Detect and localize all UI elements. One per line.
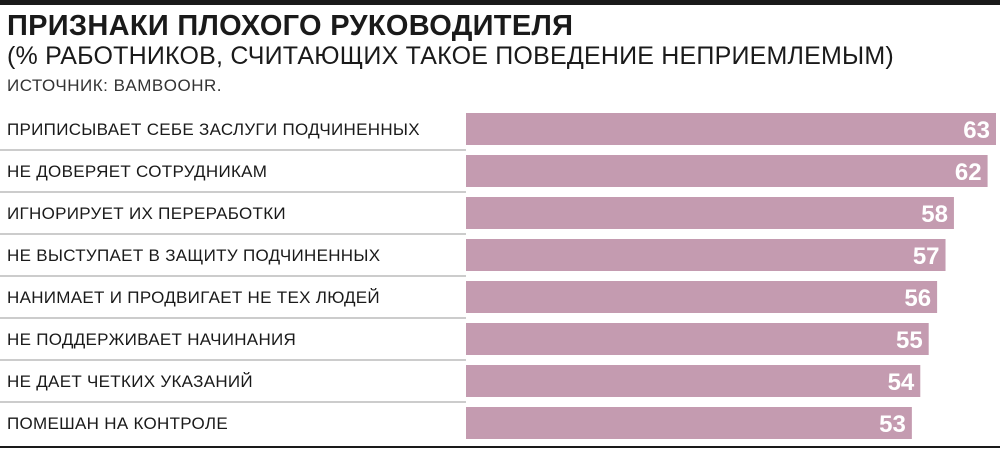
bar bbox=[466, 197, 954, 229]
bar-value-label: 63 bbox=[963, 117, 990, 144]
bar bbox=[466, 323, 929, 355]
bar bbox=[466, 365, 921, 397]
bar bbox=[466, 113, 996, 145]
chart-title: ПРИЗНАКИ ПЛОХОГО РУКОВОДИТЕЛЯ bbox=[7, 10, 574, 42]
top-rule bbox=[0, 0, 1000, 5]
bar-value-label: 57 bbox=[913, 243, 940, 270]
chart-source: ИСТОЧНИК: BAMBOOHR. bbox=[7, 76, 222, 95]
category-label: НЕ ВЫСТУПАЕТ В ЗАЩИТУ ПОДЧИНЕННЫХ bbox=[7, 246, 380, 265]
bar-value-label: 55 bbox=[896, 327, 923, 354]
category-label: ПРИПИСЫВАЕТ СЕБЕ ЗАСЛУГИ ПОДЧИНЕННЫХ bbox=[7, 120, 420, 139]
bar bbox=[466, 281, 938, 313]
bar-value-label: 54 bbox=[888, 369, 915, 396]
bar-value-label: 53 bbox=[879, 411, 906, 438]
bar bbox=[466, 407, 912, 439]
bottom-rule bbox=[0, 446, 1000, 448]
bar bbox=[466, 155, 988, 187]
category-label: НЕ ПОДДЕРЖИВАЕТ НАЧИНАНИЯ bbox=[7, 330, 296, 349]
chart-subtitle: (% РАБОТНИКОВ, СЧИТАЮЩИХ ТАКОЕ ПОВЕДЕНИЕ… bbox=[7, 42, 894, 70]
bar-value-label: 58 bbox=[921, 201, 948, 228]
category-label: НЕ ДАЕТ ЧЕТКИХ УКАЗАНИЙ bbox=[7, 372, 253, 391]
bar bbox=[466, 239, 946, 271]
bar-value-label: 56 bbox=[904, 285, 931, 312]
category-label: ИГНОРИРУЕТ ИХ ПЕРЕРАБОТКИ bbox=[7, 204, 286, 223]
category-label: НАНИМАЕТ И ПРОДВИГАЕТ НЕ ТЕХ ЛЮДЕЙ bbox=[7, 288, 380, 307]
category-label: НЕ ДОВЕРЯЕТ СОТРУДНИКАМ bbox=[7, 162, 267, 181]
bar-value-label: 62 bbox=[955, 159, 982, 186]
category-label: ПОМЕШАН НА КОНТРОЛЕ bbox=[7, 414, 228, 433]
